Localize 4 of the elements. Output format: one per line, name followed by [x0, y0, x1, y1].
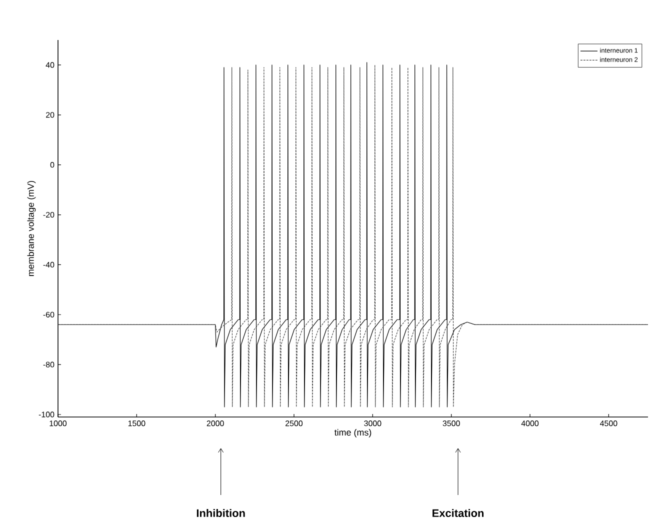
- y-axis-title: membrane voltage (mV): [27, 180, 36, 276]
- text: Inhibition: [196, 508, 245, 518]
- x-axis-title: time (ms): [334, 429, 372, 438]
- text: Excitation: [432, 508, 484, 518]
